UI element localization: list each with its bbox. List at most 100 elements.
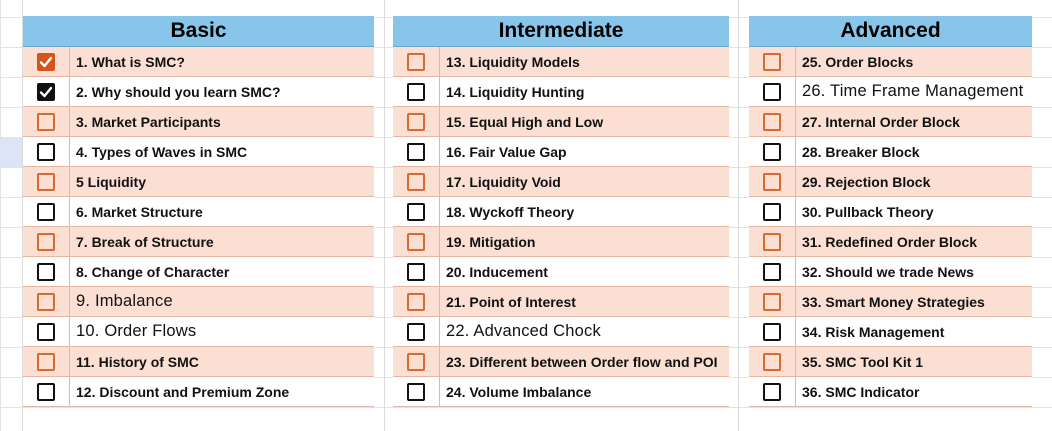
checklist-item-label: 6. Market Structure [76, 203, 203, 220]
checkbox[interactable] [407, 112, 425, 131]
checklist-item-label: 13. Liquidity Models [446, 53, 580, 70]
checkbox-cell [393, 167, 440, 196]
checklist-item-label: 31. Redefined Order Block [802, 233, 978, 250]
checklist-item-label: 5 Liquidity [76, 173, 146, 190]
checklist-item-label: 35. SMC Tool Kit 1 [802, 353, 924, 370]
checklist-row: 24. Volume Imbalance [393, 377, 729, 407]
checkbox[interactable] [407, 172, 425, 191]
checklist-item-label: 18. Wyckoff Theory [446, 203, 575, 220]
checkbox-cell [23, 377, 70, 406]
checklist-row: 12. Discount and Premium Zone [23, 377, 374, 407]
checkbox[interactable] [37, 322, 55, 341]
panel-title: Basic [23, 16, 374, 47]
checklist-row: 29. Rejection Block [749, 167, 1032, 197]
checkbox[interactable] [407, 142, 425, 161]
checklist-item-label: 24. Volume Imbalance [446, 383, 592, 400]
checkbox[interactable] [763, 82, 781, 101]
checklist-row: 34. Risk Management [749, 317, 1032, 347]
checkbox[interactable] [763, 322, 781, 341]
checkbox-cell [749, 107, 796, 136]
checkbox-cell [23, 287, 70, 316]
checkbox[interactable] [37, 382, 55, 401]
checkbox[interactable] [407, 352, 425, 371]
checklist-row: 6. Market Structure [23, 197, 374, 227]
checkbox[interactable] [763, 292, 781, 311]
checkbox[interactable] [763, 52, 781, 71]
checkbox[interactable] [407, 262, 425, 281]
checkbox-cell [749, 47, 796, 76]
checklist-row: 23. Different between Order flow and POI [393, 347, 729, 377]
checkbox-cell [749, 167, 796, 196]
checklist-item-label: 15. Equal High and Low [446, 113, 604, 130]
checkbox-cell [749, 257, 796, 286]
checklist-row: 33. Smart Money Strategies [749, 287, 1032, 317]
checklist-row: 2. Why should you learn SMC? [23, 77, 374, 107]
checkbox[interactable] [763, 112, 781, 131]
checklist-item-label: 10. Order Flows [76, 322, 197, 340]
checkbox[interactable] [763, 172, 781, 191]
checklist-row: 28. Breaker Block [749, 137, 1032, 167]
checkbox-cell [393, 377, 440, 406]
checkbox[interactable] [407, 52, 425, 71]
checkbox[interactable] [407, 292, 425, 311]
checklist-row: 16. Fair Value Gap [393, 137, 729, 167]
checkbox-cell [749, 197, 796, 226]
check-icon [39, 86, 53, 97]
checkbox[interactable] [37, 172, 55, 191]
checklist-item-label: 21. Point of Interest [446, 293, 576, 310]
checkbox[interactable] [763, 382, 781, 401]
checklist-item-label: 3. Market Participants [76, 113, 221, 130]
grid-column-line [22, 0, 23, 431]
checkbox-cell [749, 137, 796, 166]
checkbox[interactable] [37, 352, 55, 371]
checkbox-cell [749, 317, 796, 346]
checkbox-cell [23, 167, 70, 196]
checklist-row: 13. Liquidity Models [393, 47, 729, 77]
checkbox-cell [749, 377, 796, 406]
checkbox[interactable] [407, 202, 425, 221]
checkbox-cell [393, 347, 440, 376]
checkbox-cell [749, 287, 796, 316]
checkbox-cell [23, 77, 70, 106]
checkbox-cell [393, 257, 440, 286]
grid-column-line [738, 0, 739, 431]
checkbox[interactable] [763, 232, 781, 251]
checklist-row: 14. Liquidity Hunting [393, 77, 729, 107]
checkbox[interactable] [37, 202, 55, 221]
checkbox[interactable] [37, 52, 55, 71]
checklist-item-label: 8. Change of Character [76, 263, 230, 280]
checkbox[interactable] [763, 262, 781, 281]
checklist-row: 3. Market Participants [23, 107, 374, 137]
checkbox[interactable] [37, 82, 55, 101]
checklist-row: 9. Imbalance [23, 287, 374, 317]
checkbox[interactable] [763, 202, 781, 221]
checklist-row: 30. Pullback Theory [749, 197, 1032, 227]
checkbox[interactable] [407, 82, 425, 101]
checklist-item-label: 14. Liquidity Hunting [446, 83, 585, 100]
checkbox[interactable] [37, 292, 55, 311]
checkbox[interactable] [763, 142, 781, 161]
checkbox-cell [23, 107, 70, 136]
checklist-row: 1. What is SMC? [23, 47, 374, 77]
checkbox[interactable] [37, 232, 55, 251]
checkbox[interactable] [407, 382, 425, 401]
checkbox-cell [23, 317, 70, 346]
checklist-row: 17. Liquidity Void [393, 167, 729, 197]
checkbox[interactable] [37, 262, 55, 281]
checklist-item-label: 32. Should we trade News [802, 263, 974, 280]
checkbox[interactable] [763, 352, 781, 371]
checklist-item-label: 30. Pullback Theory [802, 203, 934, 220]
checklist-row: 10. Order Flows [23, 317, 374, 347]
checklist-row: 5 Liquidity [23, 167, 374, 197]
panel-advanced: Advanced 25. Order Blocks 26. Time Frame … [749, 16, 1032, 407]
checklist-row: 35. SMC Tool Kit 1 [749, 347, 1032, 377]
checklist-row: 36. SMC Indicator [749, 377, 1032, 407]
checklist-item-label: 19. Mitigation [446, 233, 536, 250]
checkbox[interactable] [37, 142, 55, 161]
checklist-item-label: 34. Risk Management [802, 323, 945, 340]
checkbox[interactable] [37, 112, 55, 131]
checkbox[interactable] [407, 322, 425, 341]
checklist-row: 32. Should we trade News [749, 257, 1032, 287]
checkbox[interactable] [407, 232, 425, 251]
checkbox-cell [23, 137, 70, 166]
